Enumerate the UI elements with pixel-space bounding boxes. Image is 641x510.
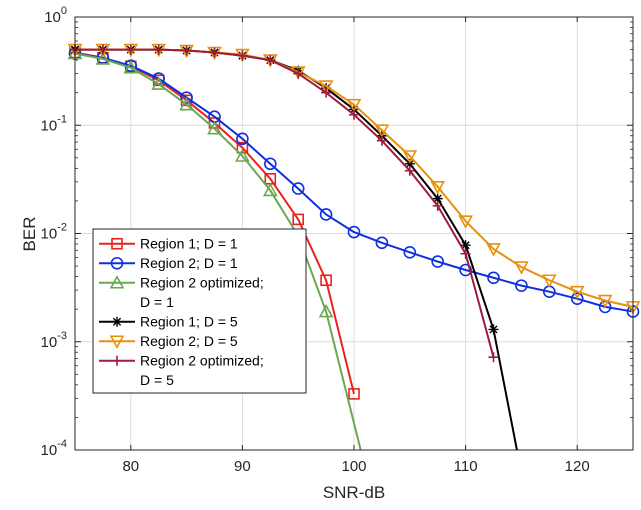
legend-label: Region 2 optimized; (140, 353, 264, 369)
marker-circle (180, 91, 193, 104)
y-tick-label: 10-3 (41, 330, 67, 351)
marker-triangle-down (346, 98, 362, 113)
marker-circle (459, 263, 472, 277)
marker-circle (110, 256, 124, 270)
legend-item-4: Region 1; D = 5 (99, 314, 238, 330)
marker-plus (376, 135, 387, 146)
marker-circle (515, 279, 528, 292)
marker-plus (460, 248, 471, 259)
marker-triangle-down (458, 215, 473, 229)
marker-circle (375, 236, 389, 250)
legend-item-1: Region 1; D = 1 (99, 236, 238, 252)
marker-triangle-up (95, 51, 111, 65)
y-tick-label: 10-4 (41, 438, 67, 459)
marker-circle (570, 292, 584, 305)
x-tick-label: 120 (565, 458, 590, 475)
marker-plus (265, 55, 276, 66)
marker-plus (153, 44, 164, 55)
x-axis-label: SNR-dB (323, 483, 385, 502)
series-6 (70, 44, 499, 363)
x-tick-label: 110 (454, 458, 478, 475)
marker-asterisk (460, 240, 471, 251)
legend-label: Region 2 optimized; (140, 275, 264, 291)
marker-triangle-down (109, 335, 125, 349)
marker-triangle-down (402, 150, 418, 164)
legend: Region 1; D = 1 Region 2; D = 1 Region 2 o… (92, 228, 307, 394)
marker-circle (263, 157, 277, 171)
marker-circle (487, 271, 500, 285)
series-layer (67, 43, 641, 451)
marker-plus (488, 352, 499, 363)
series-line (75, 48, 495, 358)
legend-item-6: Region 2 optimized; D = 5 (99, 353, 264, 388)
marker-triangle-down (514, 261, 529, 275)
marker-plus (404, 165, 415, 176)
legend-item-2: Region 2; D = 1 (99, 255, 238, 271)
marker-asterisk (112, 316, 122, 327)
marker-triangle-up (109, 275, 125, 289)
marker-asterisk (432, 193, 443, 204)
legend-label: Region 2; D = 5 (140, 333, 238, 349)
marker-circle (347, 225, 361, 239)
series-line (74, 52, 362, 451)
marker-circle (236, 132, 249, 146)
marker-triangle-up (207, 120, 222, 135)
y-tick-label: 100 (44, 5, 67, 26)
legend-item-5: Region 2; D = 5 (99, 333, 238, 349)
legend-label: Region 1; D = 5 (140, 314, 238, 330)
marker-triangle-down (486, 243, 501, 257)
marker-plus (293, 68, 304, 79)
legend-label: Region 2; D = 1 (140, 255, 238, 271)
marker-square (348, 388, 360, 400)
marker-asterisk (488, 324, 499, 335)
marker-plus (181, 45, 192, 56)
legend-label: D = 1 (140, 294, 174, 310)
marker-square (236, 141, 249, 154)
marker-square (292, 213, 305, 226)
marker-circle (291, 182, 305, 195)
marker-plus (97, 44, 108, 55)
legend-label: Region 1; D = 1 (140, 236, 238, 252)
marker-triangle-up (151, 76, 167, 90)
x-tick-label: 90 (234, 458, 251, 475)
marker-triangle-up (262, 182, 278, 197)
legend-box (92, 228, 307, 394)
axis-ticks: 80 90 100 110 120 10-4 10-3 10-2 10-1 100 (41, 5, 633, 475)
marker-triangle-up (318, 303, 334, 318)
y-tick-label: 10-1 (41, 113, 67, 134)
marker-triangle-up (235, 148, 250, 162)
marker-circle (319, 208, 333, 221)
marker-square (111, 237, 123, 250)
marker-circle (403, 246, 417, 259)
marker-plus (349, 109, 359, 120)
marker-circle (431, 255, 445, 268)
marker-triangle-down (569, 285, 585, 300)
marker-triangle-up (123, 60, 139, 74)
x-tick-label: 80 (122, 458, 139, 475)
marker-square (320, 274, 332, 287)
marker-triangle-down (430, 181, 446, 195)
marker-triangle-down (597, 294, 613, 309)
series-line (74, 52, 634, 313)
marker-plus (237, 50, 248, 61)
marker-triangle-down (374, 124, 390, 138)
marker-triangle-down (318, 80, 334, 94)
y-tick-label: 10-2 (41, 222, 67, 243)
marker-triangle-down (541, 274, 557, 288)
marker-plus (112, 355, 122, 366)
y-axis-label: BER (20, 217, 39, 252)
marker-asterisk (404, 158, 415, 169)
legend-item-3: Region 2 optimized; D = 1 (99, 275, 264, 310)
marker-plus (209, 47, 220, 58)
legend-label: D = 5 (140, 372, 174, 388)
marker-triangle-up (179, 96, 194, 111)
marker-plus (432, 200, 443, 211)
series-3 (67, 45, 362, 451)
marker-plus (321, 87, 332, 98)
marker-plus (125, 44, 136, 55)
x-tick-label: 100 (341, 458, 366, 475)
